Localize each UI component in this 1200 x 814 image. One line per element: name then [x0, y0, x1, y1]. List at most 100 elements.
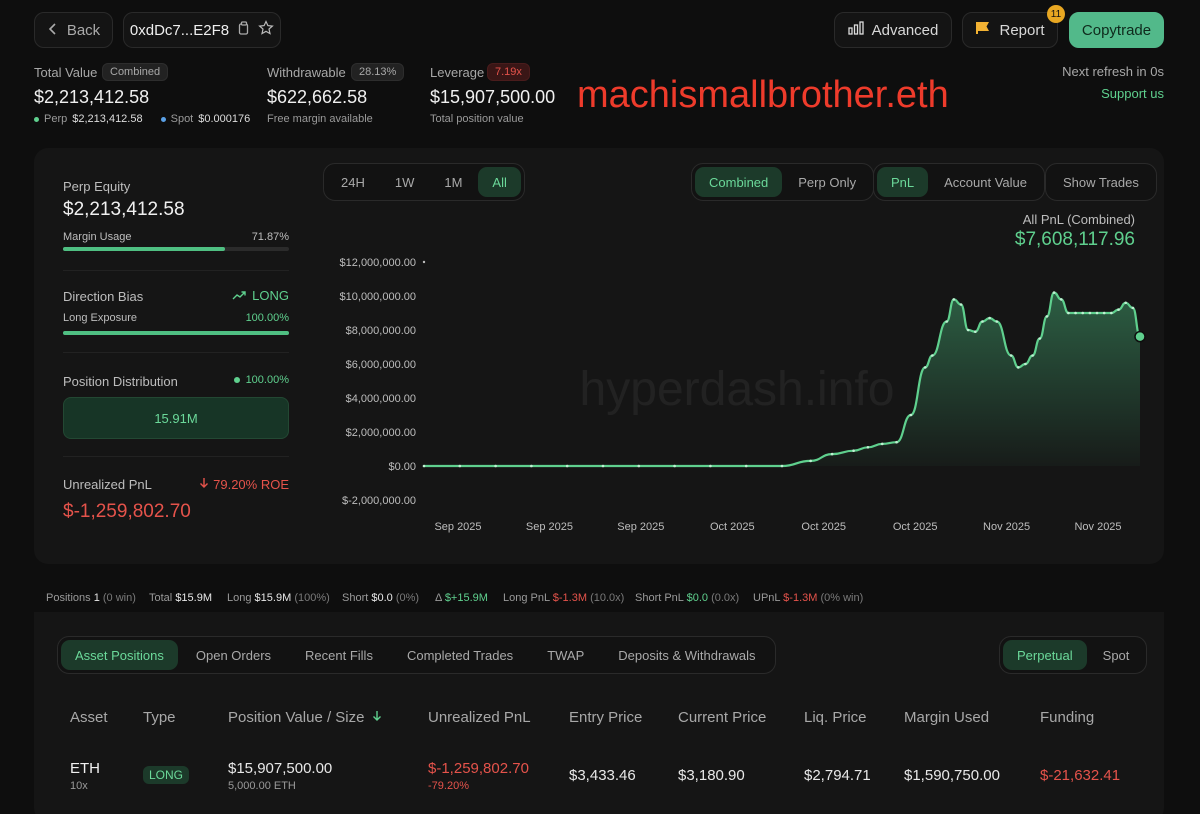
direction-bias-text: LONG [252, 288, 289, 303]
tab-perpetual[interactable]: Perpetual [1003, 640, 1087, 670]
address-chip[interactable]: 0xdDc7...E2F8 [123, 12, 281, 48]
col-liq-price[interactable]: Liq. Price [804, 709, 867, 726]
col-asset[interactable]: Asset [70, 709, 108, 726]
stat-label: Long PnL [503, 592, 550, 604]
back-button[interactable]: Back [34, 12, 113, 48]
col-position-value-label: Position Value / Size [228, 709, 365, 726]
perp-spot-breakdown: Perp $2,213,412.58 Spot $0.000176 [34, 113, 250, 125]
perp-label: Perp [44, 113, 68, 125]
show-trades-toggle: Show Trades [1045, 163, 1157, 201]
stat-sub: (0%) [395, 592, 420, 604]
stat-value: $-1.3M [552, 592, 588, 604]
tab-open-orders[interactable]: Open Orders [195, 647, 272, 663]
range-1m[interactable]: 1M [444, 174, 463, 190]
tab-twap[interactable]: TWAP [547, 647, 585, 663]
copytrade-button[interactable]: Copytrade [1069, 12, 1164, 48]
stat-short-pnl: Short PnL $0.0 (0.0x) [635, 592, 739, 604]
mode-perp-only[interactable]: Perp Only [798, 174, 857, 190]
advanced-label: Advanced [871, 21, 939, 39]
leverage-sub: Total position value [430, 113, 524, 125]
position-distribution-value: 100.00% [233, 374, 289, 386]
metric-pnl[interactable]: PnL [877, 167, 929, 197]
long-dot-icon [233, 377, 240, 383]
tab-deposits-withdrawals[interactable]: Deposits & Withdrawals [618, 647, 756, 663]
show-trades-button[interactable]: Show Trades [1063, 174, 1139, 190]
perp-value: $2,213,412.58 [72, 113, 143, 125]
copy-icon[interactable] [237, 21, 250, 39]
range-1w[interactable]: 1W [394, 174, 415, 190]
stat-upnl: UPnL $-1.3M (0% win) [753, 592, 863, 604]
stat-long: Long $15.9M (100%) [227, 592, 330, 604]
unrealized-roe: 79.20% ROE [199, 477, 289, 492]
stat-total: Total $15.9M [149, 592, 212, 604]
report-button[interactable]: Report [962, 12, 1058, 48]
long-exposure-bar [63, 331, 289, 335]
stat-label: UPnL [753, 592, 781, 604]
long-exposure-label: Long Exposure [63, 312, 137, 324]
row-asset[interactable]: ETH [70, 760, 100, 777]
stat-sub: (0% win) [820, 592, 864, 604]
tab-recent-fills[interactable]: Recent Fills [305, 647, 373, 663]
divider [63, 352, 289, 353]
sort-down-icon[interactable] [372, 709, 382, 726]
row-upnl: $-1,259,802.70 [428, 760, 529, 777]
row-liq-price: $2,794.71 [804, 767, 871, 784]
margin-usage-label: Margin Usage [63, 231, 132, 243]
tab-asset-positions[interactable]: Asset Positions [61, 640, 178, 670]
advanced-button[interactable]: Advanced [834, 12, 952, 48]
tab-spot[interactable]: Spot [1102, 647, 1130, 663]
unrealized-pnl-value: $-1,259,802.70 [63, 501, 191, 522]
total-value-label: Total Value [34, 65, 98, 80]
stat-label: Positions [46, 592, 91, 604]
col-current-price[interactable]: Current Price [678, 709, 767, 726]
stat-long-pnl: Long PnL $-1.3M (10.0x) [503, 592, 624, 604]
stat-value: 1 [93, 592, 100, 604]
range-all[interactable]: All [478, 167, 521, 197]
long-exposure-value: 100.00% [245, 312, 289, 324]
row-leverage: 10x [70, 780, 88, 792]
total-value: $2,213,412.58 [34, 87, 150, 107]
star-icon[interactable] [258, 20, 274, 40]
position-distribution-pct: 100.00% [245, 374, 289, 386]
copytrade-label: Copytrade [1081, 21, 1152, 39]
stat-sub: (10.0x) [590, 592, 625, 604]
row-funding: $-21,632.41 [1040, 767, 1121, 784]
chevron-left-icon [47, 22, 59, 39]
col-type[interactable]: Type [143, 709, 176, 726]
combined-pill: Combined [102, 63, 169, 81]
col-position-value[interactable]: Position Value / Size [228, 709, 382, 726]
range-24h[interactable]: 24H [341, 174, 365, 190]
direction-bias-value: LONG [232, 288, 289, 303]
flag-icon [975, 21, 991, 39]
unrealized-roe-text: 79.20% ROE [213, 477, 289, 492]
refresh-text: Next refresh in 0s [1062, 64, 1164, 79]
margin-usage-fill [63, 247, 226, 251]
support-link[interactable]: Support us [1101, 86, 1164, 101]
stat-sub: (100%) [294, 592, 330, 604]
col-entry-price[interactable]: Entry Price [569, 709, 643, 726]
stat-value: $-1.3M [783, 592, 818, 604]
stat-label: Total [149, 592, 173, 604]
market-type-tabs: Perpetual Spot [999, 636, 1148, 674]
mode-selector: Combined Perp Only [691, 163, 875, 201]
stat-value: $+15.9M [444, 592, 488, 604]
row-current-price: $3,180.90 [678, 767, 745, 784]
row-position-value: $15,907,500.00 [228, 760, 333, 777]
long-exposure-fill [63, 331, 289, 335]
col-unrealized-pnl[interactable]: Unrealized PnL [428, 709, 531, 726]
withdrawable-label: Withdrawable [267, 65, 346, 80]
metric-account-value[interactable]: Account Value [944, 174, 1028, 190]
stat-value: $0.0 [686, 592, 708, 604]
leverage-label: Leverage [430, 65, 485, 80]
report-label: Report [999, 21, 1045, 39]
perp-equity-label: Perp Equity [63, 179, 131, 194]
wallet-address: 0xdDc7...E2F8 [129, 21, 230, 39]
tab-completed-trades[interactable]: Completed Trades [406, 647, 514, 663]
col-margin-used[interactable]: Margin Used [904, 709, 990, 726]
stat-label: Δ [435, 592, 442, 604]
range-selector: 24H 1W 1M All [323, 163, 525, 201]
mode-combined[interactable]: Combined [695, 167, 783, 197]
row-entry-price: $3,433.46 [569, 767, 636, 784]
position-distribution-bar[interactable]: 15.91M [63, 397, 289, 439]
col-funding[interactable]: Funding [1040, 709, 1095, 726]
